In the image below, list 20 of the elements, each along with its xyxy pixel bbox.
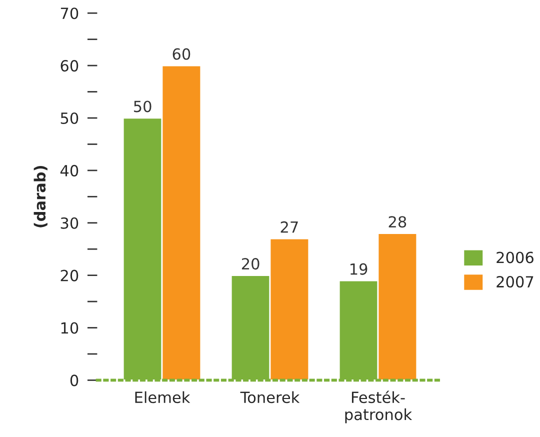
y-tick-label: 10 — [61, 322, 78, 334]
data-label: 27 — [280, 221, 298, 233]
y-tick-label: 0 — [70, 374, 78, 386]
data-label: 50 — [134, 100, 152, 112]
y-tick-label: 30 — [60, 217, 78, 229]
y-tick-label: 50 — [60, 112, 78, 124]
y-tick-label: 70 — [60, 8, 78, 20]
data-label: 60 — [172, 48, 190, 60]
y-tick-label: 20 — [60, 270, 78, 282]
x-tick-label: Tonerek — [240, 391, 300, 404]
y-tick-label: 60 — [60, 60, 78, 72]
y-axis-title: (darab) — [34, 166, 48, 228]
data-label: 28 — [388, 216, 406, 228]
x-tick-label: Elemek — [135, 391, 190, 404]
x-tick-label: Festék- patronok — [345, 390, 412, 424]
legend-label: 2006 — [496, 252, 534, 264]
data-label: 19 — [350, 263, 368, 275]
y-tick-label: 40 — [60, 164, 78, 176]
data-label: 20 — [242, 258, 260, 270]
legend-label: 2007 — [496, 276, 534, 288]
